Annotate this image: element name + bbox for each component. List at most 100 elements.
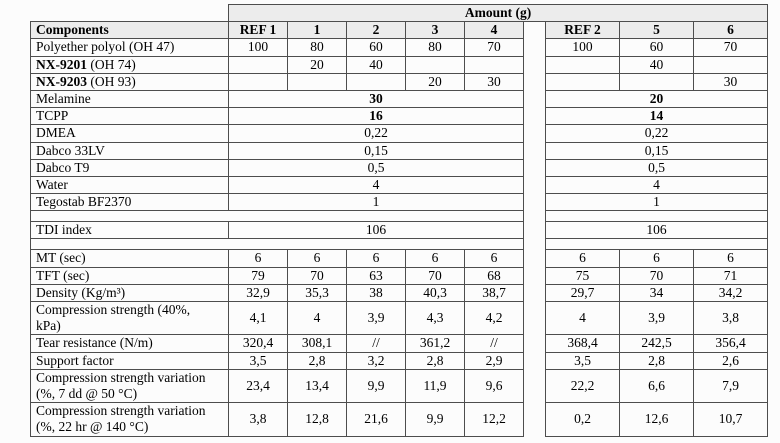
table-row: Melamine 30 20 <box>30 89 769 109</box>
merged-value-left: 4 <box>228 175 524 195</box>
value-cell: 12,6 <box>619 402 694 437</box>
value-cell: 70 <box>405 266 465 285</box>
value-cell: 13,4 <box>287 368 347 404</box>
table-row: Dabco 33LV 0,15 0,15 <box>30 141 769 160</box>
value-cell: 100 <box>545 38 620 57</box>
table-row: Dabco T9 0,5 0,5 <box>30 158 769 177</box>
value-cell <box>228 72 288 91</box>
col-header-2: 2 <box>346 21 406 40</box>
row-label-rest: (OH 93) <box>87 73 136 89</box>
value-cell: 80 <box>405 38 465 57</box>
value-cell: 79 <box>228 266 288 285</box>
row-label: MT (sec) <box>30 249 229 268</box>
value-cell: 3,8 <box>692 300 769 336</box>
gap-cell <box>523 38 546 57</box>
value-cell: 60 <box>619 38 694 57</box>
table-row: Polyether polyol (OH 47) 100 80 60 80 70 100 60… <box>30 38 769 57</box>
value-cell: 60 <box>346 38 406 57</box>
col-header-5: 5 <box>619 21 694 40</box>
value-cell: 3,9 <box>619 300 694 336</box>
gap-cell <box>523 56 546 74</box>
row-label: Dabco 33LV <box>30 141 229 160</box>
value-cell: 70 <box>287 266 347 285</box>
gap-cell <box>523 334 546 353</box>
value-cell: 3,5 <box>545 351 620 370</box>
value-cell: 20 <box>287 55 347 74</box>
merged-value-left: 106 <box>228 221 524 240</box>
value-cell: 40 <box>346 55 406 74</box>
value-cell: 22,2 <box>545 368 620 404</box>
merged-value-left: 0,22 <box>228 124 524 143</box>
merged-value-right: 0,15 <box>544 141 769 160</box>
value-cell: 30 <box>464 72 524 91</box>
col-header-1: 1 <box>287 21 347 40</box>
gap-cell <box>523 284 546 302</box>
merged-value-left: 0,5 <box>228 158 524 177</box>
table-row: DMEA 0,22 0,22 <box>30 124 769 143</box>
row-label: Tear resistance (N/m) <box>30 334 229 353</box>
merged-value-left: 1 <box>228 193 524 212</box>
value-cell: 7,9 <box>692 368 769 404</box>
value-cell: 70 <box>692 38 769 57</box>
value-cell: 23,4 <box>228 368 288 404</box>
merged-value-right: 0,5 <box>544 158 769 177</box>
amount-row: Amount (g) <box>31 3 769 23</box>
value-cell: 29,7 <box>545 283 620 303</box>
merged-value-left: 0,15 <box>228 141 524 160</box>
value-cell: 9,9 <box>405 402 465 437</box>
components-header: Components <box>30 21 229 40</box>
gap-cell <box>523 176 546 194</box>
gap-cell <box>523 210 546 222</box>
merged-value-right: 106 <box>544 221 769 240</box>
row-label: Compression strength (40%, kPa) <box>30 300 229 336</box>
value-cell: 34 <box>619 283 694 303</box>
merged-value-right: 1 <box>544 193 769 212</box>
gap-cell <box>523 124 546 142</box>
value-cell <box>346 72 406 91</box>
gap-cell <box>523 249 546 268</box>
table-row: Support factor 3,5 2,8 3,2 2,8 2,9 3,5 2,8 2,6 <box>30 351 769 370</box>
spacer-row <box>30 238 769 251</box>
value-cell: // <box>464 334 524 353</box>
merged-value-right: 14 <box>544 107 769 126</box>
spacer-cell-left <box>30 210 524 223</box>
value-cell: 4 <box>545 300 620 336</box>
value-cell: 32,9 <box>228 283 288 303</box>
value-cell <box>228 55 288 74</box>
row-label: Polyether polyol (OH 47) <box>30 38 229 57</box>
gap-cell <box>523 369 546 403</box>
gap-cell <box>523 107 546 125</box>
table-row: NX-9203 (OH 93) 20 30 30 <box>30 72 769 91</box>
value-cell: 4,2 <box>464 300 524 336</box>
amount-header: Amount (g) <box>227 3 769 23</box>
table-row: Water 4 4 <box>30 175 769 195</box>
value-cell: 75 <box>545 266 620 285</box>
value-cell: 3,9 <box>346 300 406 336</box>
col-header-3: 3 <box>405 21 465 40</box>
value-cell: 242,5 <box>619 334 694 353</box>
gap-cell <box>523 142 546 160</box>
value-cell: 21,6 <box>346 402 406 437</box>
row-label: NX-9203 (OH 93) <box>30 72 229 91</box>
value-cell <box>545 72 620 91</box>
value-cell: 320,4 <box>228 334 288 353</box>
value-cell: 361,2 <box>405 334 465 353</box>
value-cell: 6 <box>346 249 406 268</box>
value-cell: 35,3 <box>287 283 347 303</box>
gap-cell <box>523 267 546 285</box>
table-row: Compression strength (40%, kPa) 4,1 4 3,9 4,… <box>30 300 769 336</box>
value-cell: 38,7 <box>464 283 524 303</box>
value-cell: 63 <box>346 266 406 285</box>
gap-cell <box>523 193 546 211</box>
table-row: MT (sec) 6 6 6 6 6 6 6 6 <box>30 249 769 268</box>
value-cell: 68 <box>464 266 524 285</box>
value-cell: 6 <box>619 249 694 268</box>
value-cell: 3,8 <box>228 402 288 437</box>
table-row: TFT (sec) 79 70 63 70 68 75 70 71 <box>30 266 769 285</box>
value-cell: 6,6 <box>619 368 694 404</box>
value-cell: 40,3 <box>405 283 465 303</box>
col-header-ref1: REF 1 <box>228 21 288 40</box>
table-row: Tegostab BF2370 1 1 <box>30 193 769 212</box>
table-body: Polyether polyol (OH 47) 100 80 60 80 70 100 60… <box>30 38 769 437</box>
value-cell: 2,8 <box>619 351 694 370</box>
